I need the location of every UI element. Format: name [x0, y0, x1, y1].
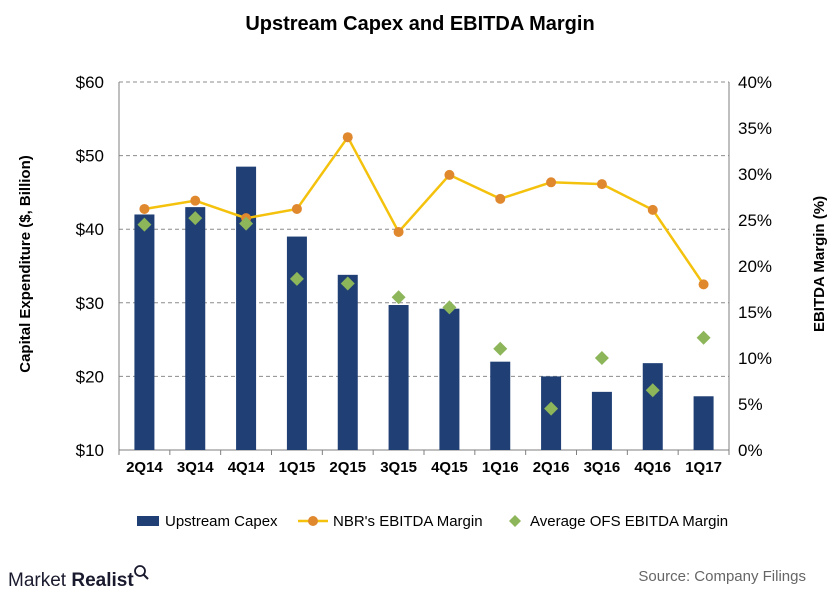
- legend-nbr-label: NBR's EBITDA Margin: [333, 513, 483, 530]
- ofs-margin-point: [239, 216, 254, 231]
- capex-bar: [591, 391, 612, 450]
- nbr-margin-point: [596, 179, 607, 190]
- right-tick-label: 15%: [738, 303, 772, 322]
- chart-title: Upstream Capex and EBITDA Margin: [245, 13, 594, 35]
- magnifier-handle: [142, 573, 149, 580]
- ofs-margin-point: [391, 290, 406, 305]
- category-label: 4Q14: [228, 459, 265, 476]
- ofs-margin-point: [493, 341, 508, 356]
- capex-bar: [134, 214, 155, 450]
- right-tick-label: 30%: [738, 165, 772, 184]
- nbr-margin-point: [393, 226, 404, 237]
- brand-name-part1: Market: [8, 570, 67, 591]
- capex-bar: [236, 166, 257, 450]
- ofs-margin-point: [645, 383, 660, 398]
- left-tick-label: $40: [76, 220, 104, 239]
- svg-text:Market Realist: Market Realist: [8, 570, 134, 591]
- ofs-margin-point: [137, 217, 152, 232]
- left-tick-label: $50: [76, 147, 104, 166]
- left-tick-label: $10: [76, 441, 104, 460]
- nbr-margin-point: [190, 195, 201, 206]
- brand-name-part2: Realist: [71, 570, 134, 591]
- nbr-margin-point: [495, 193, 506, 204]
- ofs-margin-point: [188, 211, 203, 226]
- left-tick-label: $20: [76, 367, 104, 386]
- category-label: 4Q16: [634, 459, 671, 476]
- ofs-margin-point: [340, 276, 355, 291]
- category-label: 3Q15: [380, 459, 417, 476]
- nbr-margin-point: [139, 203, 150, 214]
- left-axis-title: Capital Expenditure ($, Billion): [17, 155, 34, 373]
- legend-capex-label: Upstream Capex: [165, 513, 278, 530]
- magnifier-icon: [134, 565, 146, 577]
- left-axis-ticks: $10 $20 $30 $40 $50 $60: [76, 73, 104, 460]
- legend-ofs-marker: [509, 515, 521, 527]
- category-label: 2Q16: [533, 459, 570, 476]
- capex-bar: [490, 361, 511, 450]
- legend: Upstream Capex NBR's EBITDA Margin Average…: [137, 513, 728, 530]
- nbr-margin-point: [291, 203, 302, 214]
- right-tick-label: 0%: [738, 441, 763, 460]
- capex-bar: [337, 274, 358, 450]
- grid: [118, 81, 730, 455]
- capex-bar: [693, 396, 714, 450]
- category-label: 2Q14: [126, 459, 163, 476]
- right-tick-label: 20%: [738, 257, 772, 276]
- nbr-margin-point: [546, 177, 557, 188]
- category-label: 1Q16: [482, 459, 519, 476]
- legend-ofs-label: Average OFS EBITDA Margin: [530, 513, 728, 530]
- left-tick-label: $60: [76, 73, 104, 92]
- ofs-margin-points: [137, 211, 711, 416]
- capex-bars: [134, 166, 714, 450]
- nbr-margin-point: [698, 279, 709, 290]
- right-axis-ticks: 0% 5% 10% 15% 20% 25% 30% 35% 40%: [738, 73, 772, 460]
- capex-bar: [642, 363, 663, 450]
- right-tick-label: 25%: [738, 211, 772, 230]
- category-label: 3Q16: [584, 459, 621, 476]
- nbr-margin-point: [444, 169, 455, 180]
- ofs-margin-point: [594, 351, 609, 365]
- right-tick-label: 35%: [738, 119, 772, 138]
- ofs-margin-point: [442, 300, 457, 315]
- nbr-margin-point: [342, 132, 353, 143]
- capex-bar: [286, 236, 307, 450]
- right-axis-title: EBITDA Margin (%): [811, 196, 828, 332]
- category-label: 1Q17: [685, 459, 722, 476]
- source-note: Source: Company Filings: [638, 568, 806, 585]
- ofs-margin-point: [544, 401, 559, 416]
- left-tick-label: $30: [76, 294, 104, 313]
- nbr-margin-point: [647, 204, 658, 215]
- capex-bar: [439, 308, 460, 450]
- category-label: 4Q15: [431, 459, 468, 476]
- category-labels: 2Q14 3Q14 4Q14 1Q15 2Q15 3Q15 4Q15 1Q16 2Q16 3Q16…: [126, 459, 722, 476]
- brand-logo: Market Realist: [8, 565, 149, 591]
- capex-bar: [185, 207, 206, 450]
- nbr-margin-path: [144, 134, 705, 286]
- ofs-margin-point: [696, 330, 711, 345]
- right-tick-label: 40%: [738, 73, 772, 92]
- legend-capex-swatch: [137, 516, 159, 526]
- capex-bar: [388, 305, 409, 450]
- right-tick-label: 10%: [738, 349, 772, 368]
- ofs-margin-point: [289, 271, 304, 286]
- category-label: 1Q15: [279, 459, 316, 476]
- right-tick-label: 5%: [738, 395, 763, 414]
- category-label: 3Q14: [177, 459, 214, 476]
- legend-nbr-marker: [308, 516, 318, 526]
- category-label: 2Q15: [329, 459, 366, 476]
